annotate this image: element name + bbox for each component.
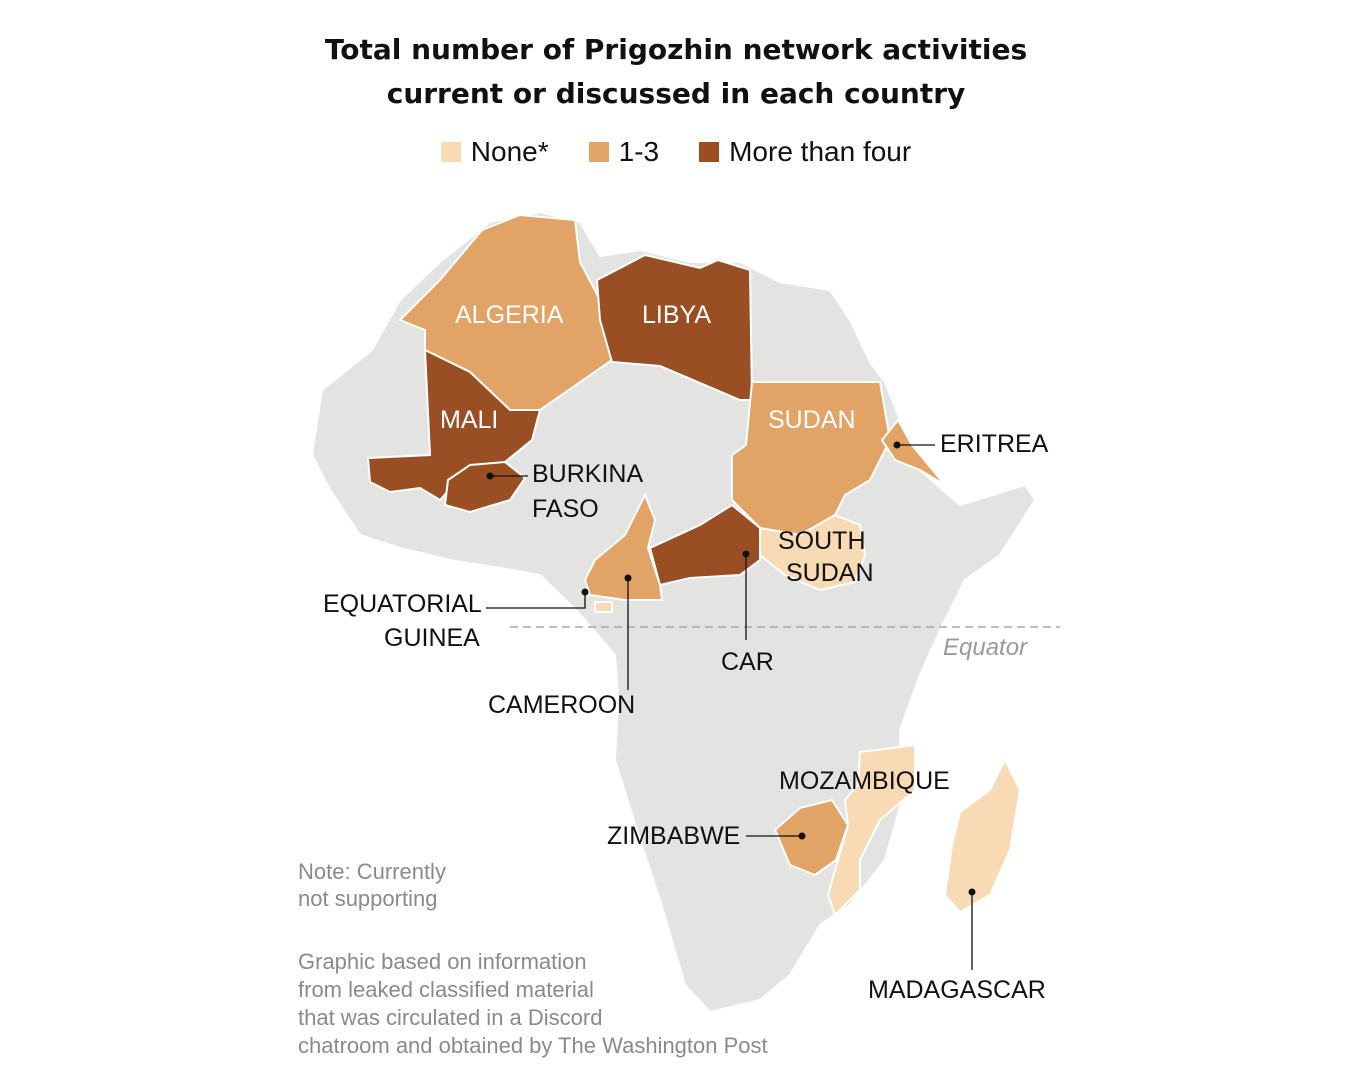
label-car: CAR [721, 648, 774, 676]
legend-swatch-more-than-four [699, 142, 720, 162]
title-line-2: current or discussed in each country [386, 77, 966, 110]
source-line-2: from leaked classified material [298, 977, 594, 1002]
source-line-3: that was circulated in a Discord [298, 1005, 603, 1030]
dot-zimbabwe [798, 832, 806, 840]
source-line-4: chatroom and obtained by The Washington … [298, 1033, 768, 1058]
legend-label-1-3: 1-3 [618, 136, 660, 167]
dot-cameroon [624, 574, 632, 582]
chart-title: Total number of Prigozhin network activi… [0, 28, 1352, 116]
note-line-1: Note: Currently [298, 859, 446, 884]
equatorial-guinea-shape [594, 601, 613, 613]
legend-swatch-none [440, 142, 461, 162]
label-libya: LIBYA [642, 301, 711, 329]
legend-swatch-1-3 [588, 142, 609, 162]
legend-item-none: None* [440, 136, 549, 168]
legend-item-1-3: 1-3 [588, 136, 660, 168]
dot-equatorial-guinea [581, 588, 589, 596]
legend-label-more-than-four: More than four [729, 136, 912, 167]
dot-burkina [486, 472, 494, 480]
equator-label: Equator [943, 634, 1028, 661]
leader-lines [486, 441, 976, 970]
cameroon-shape [583, 492, 664, 601]
source-line-1: Graphic based on information [298, 949, 587, 974]
eritrea-shape [880, 418, 946, 486]
burkina-faso-shape [443, 460, 527, 514]
label-burkina-line2: FASO [532, 495, 599, 523]
dot-eritrea [893, 441, 901, 449]
label-equatorial-guinea-line2: GUINEA [384, 624, 480, 652]
label-algeria: ALGERIA [455, 301, 564, 329]
label-burkina-line1: BURKINA [532, 460, 643, 488]
label-south-sudan-line2: SUDAN [786, 559, 874, 587]
dot-madagascar [968, 888, 976, 896]
legend-label-none: None* [470, 136, 549, 167]
madagascar-shape [943, 757, 1022, 914]
south-sudan-shape [759, 513, 867, 592]
label-south-sudan-line1: SOUTH [778, 527, 866, 555]
label-sudan: SUDAN [768, 406, 856, 434]
note-line-2: not supporting [298, 886, 438, 911]
label-eritrea: ERITREA [940, 430, 1049, 458]
label-mozambique: MOZAMBIQUE [779, 767, 950, 795]
label-mali: MALI [440, 406, 498, 434]
label-madagascar: MADAGASCAR [868, 976, 1046, 1004]
mozambique-shape [826, 743, 916, 917]
label-zimbabwe: ZIMBABWE [607, 822, 740, 850]
label-equatorial-guinea-line1: EQUATORIAL [323, 590, 482, 618]
car-shape [648, 503, 761, 587]
leader-equatorial-guinea [486, 592, 586, 609]
legend-item-more-than-four: More than four [699, 136, 911, 168]
legend: None* 1-3 More than four [0, 136, 1352, 168]
note: Note: Currently not supporting [298, 858, 498, 912]
source-text: Graphic based on information from leaked… [298, 948, 858, 1060]
title-line-1: Total number of Prigozhin network activi… [324, 33, 1028, 66]
label-cameroon: CAMEROON [488, 691, 635, 719]
dot-car [742, 550, 750, 558]
